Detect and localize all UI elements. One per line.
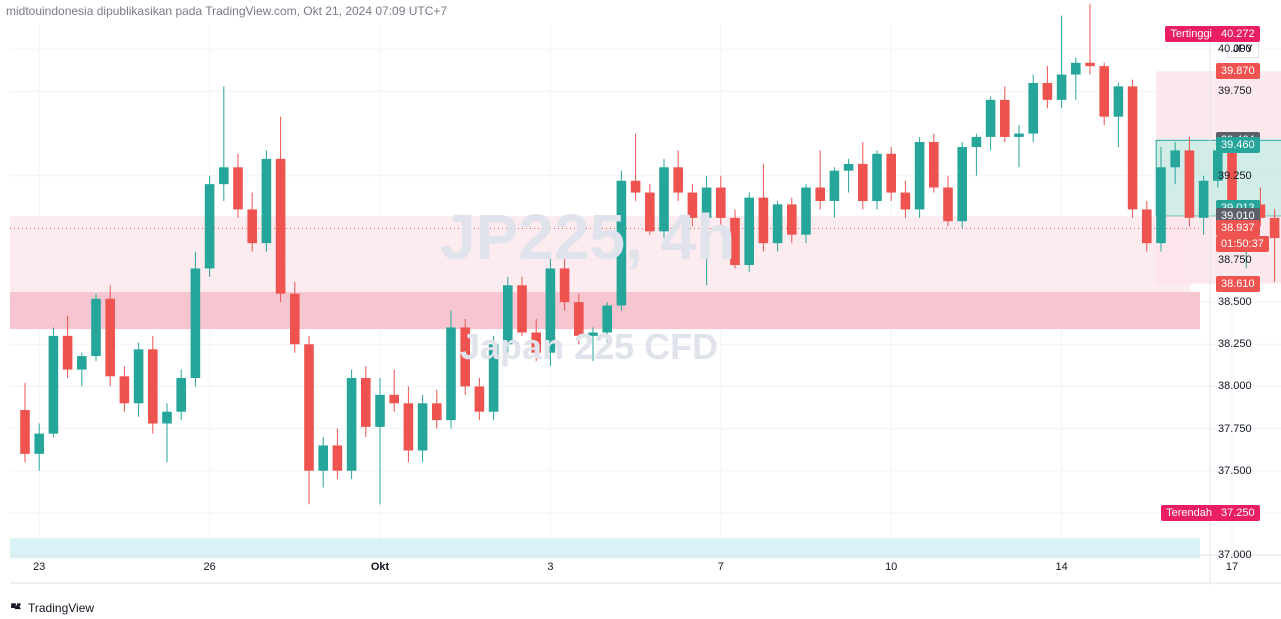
y-tick: 39.250 bbox=[1218, 170, 1252, 182]
chart-canvas[interactable] bbox=[0, 0, 1281, 619]
y-tick: 38.750 bbox=[1218, 254, 1252, 266]
y-tick: 37.000 bbox=[1218, 549, 1252, 561]
brand-text: TradingView bbox=[28, 601, 94, 615]
price-value: 38.937 bbox=[1216, 220, 1260, 236]
x-tick: 23 bbox=[33, 561, 45, 573]
price-tag: Tertinggi bbox=[1165, 26, 1217, 42]
publish-header: midtouindonesia dipublikasikan pada Trad… bbox=[6, 4, 447, 18]
price-tag: Terendah bbox=[1161, 505, 1217, 521]
x-tick: 7 bbox=[718, 561, 724, 573]
price-value: 38.610 bbox=[1216, 276, 1260, 292]
y-tick: 40.000 bbox=[1218, 43, 1252, 55]
price-value: 37.250 bbox=[1216, 505, 1260, 521]
x-tick: 14 bbox=[1055, 561, 1067, 573]
x-tick: 17 bbox=[1226, 561, 1238, 573]
y-tick: 39.750 bbox=[1218, 85, 1252, 97]
x-tick: Okt bbox=[371, 561, 389, 573]
price-value: 40.272 bbox=[1216, 26, 1260, 42]
y-tick: 38.500 bbox=[1218, 296, 1252, 308]
price-value: 39.460 bbox=[1216, 137, 1260, 153]
x-tick: 10 bbox=[885, 561, 897, 573]
brand-footer[interactable]: TradingView bbox=[10, 601, 94, 615]
y-tick: 37.500 bbox=[1218, 465, 1252, 477]
tradingview-icon bbox=[10, 601, 24, 615]
countdown: 01:50:37 bbox=[1216, 236, 1269, 252]
y-tick: 37.750 bbox=[1218, 423, 1252, 435]
x-tick: 26 bbox=[203, 561, 215, 573]
x-tick: 3 bbox=[547, 561, 553, 573]
y-tick: 38.250 bbox=[1218, 338, 1252, 350]
chart-root: { "header": {"text": "midtouindonesia di… bbox=[0, 0, 1281, 619]
price-value: 39.870 bbox=[1216, 63, 1260, 79]
y-tick: 38.000 bbox=[1218, 380, 1252, 392]
